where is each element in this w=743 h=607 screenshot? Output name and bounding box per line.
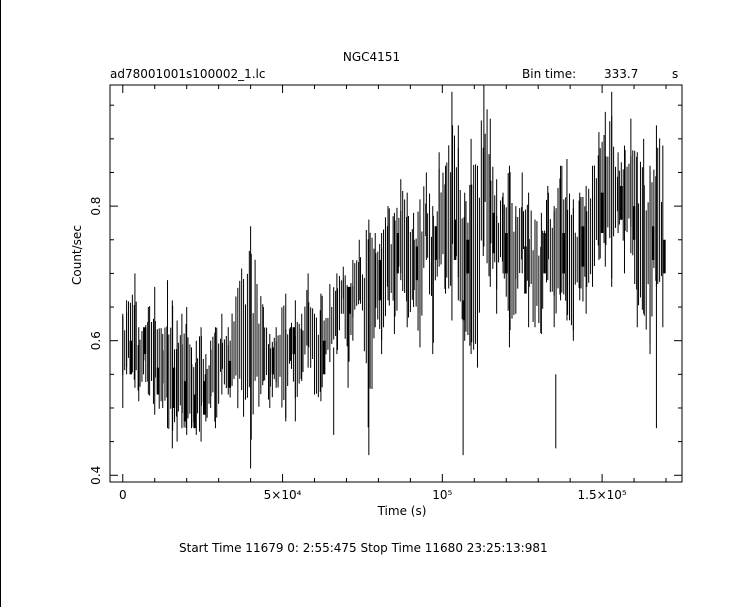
x-tick-label: 1.5×10⁵ (578, 488, 627, 502)
chart-title: NGC4151 (342, 50, 401, 64)
bin-time-unit: s (672, 67, 679, 81)
y-tick-label: 0.6 (89, 331, 103, 350)
x-axis-label: Time (s) (377, 504, 427, 518)
x-tick-label: 10⁵ (432, 488, 452, 502)
bin-time-value: 333.7 (604, 67, 639, 81)
bin-time-label: Bin time: (522, 67, 577, 81)
data-series (122, 85, 666, 469)
y-axis-label: Count/sec (70, 225, 84, 285)
file-name-label: ad78001001s100002_1.lc (110, 67, 266, 81)
y-tick-label: 0.8 (89, 197, 103, 216)
tick-labels: 0 5×10⁴ 10⁵ 1.5×10⁵ 0.4 0.6 0.8 (89, 197, 627, 502)
window-edge (0, 0, 1, 607)
time-range-footer: Start Time 11679 0: 2:55:475 Stop Time 1… (179, 541, 548, 555)
axes (109, 84, 683, 483)
plot-frame (109, 84, 683, 483)
x-tick-label: 5×10⁴ (264, 488, 302, 502)
y-tick-label: 0.4 (89, 466, 103, 485)
x-tick-label: 0 (119, 488, 127, 502)
